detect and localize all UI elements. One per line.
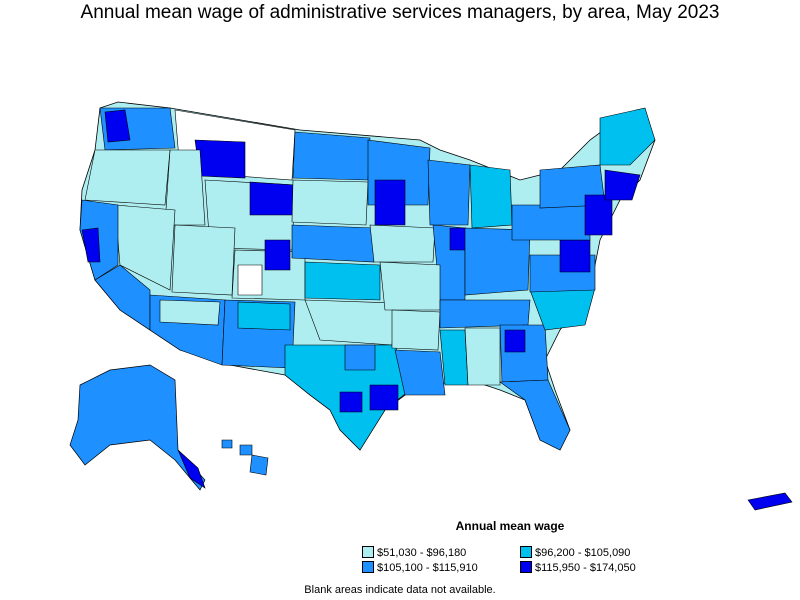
legend-item-tier4: $115,950 - $174,050 <box>520 561 636 575</box>
region-wisconsin[interactable] <box>427 159 471 226</box>
region-missouri[interactable] <box>379 261 441 311</box>
region-arizona-north[interactable] <box>159 299 221 326</box>
region-nebraska[interactable] <box>291 224 376 263</box>
region-alabama[interactable] <box>464 327 501 386</box>
region-south-dakota[interactable] <box>291 179 369 226</box>
region-dc-metro[interactable] <box>559 239 591 273</box>
region-atlanta[interactable] <box>504 329 526 353</box>
region-iowa[interactable] <box>369 224 436 263</box>
legend-item-tier1: $51,030 - $96,180 <box>362 546 466 560</box>
legend-swatch-tier2 <box>520 546 532 558</box>
legend-label-tier4: $115,950 - $174,050 <box>535 562 636 574</box>
legend-swatch-tier3 <box>362 561 374 573</box>
region-nevada[interactable] <box>114 204 176 291</box>
legend-title: Annual mean wage <box>455 519 565 533</box>
legend-item-tier2: $96,200 - $105,090 <box>520 546 630 560</box>
data-note: Blank areas indicate data not available. <box>304 584 496 596</box>
region-puerto-rico[interactable] <box>747 492 793 511</box>
legend-label-tier1: $51,030 - $96,180 <box>377 547 467 559</box>
legend-swatch-tier4 <box>520 561 532 573</box>
region-utah[interactable] <box>171 224 236 296</box>
legend-label-tier3: $105,100 - $115,910 <box>377 562 478 574</box>
region-idaho[interactable] <box>164 149 206 226</box>
region-nyc-metro[interactable] <box>584 194 613 236</box>
region-chicago[interactable] <box>449 227 467 251</box>
region-oregon[interactable] <box>84 149 171 206</box>
map-title: Annual mean wage of administrative servi… <box>80 2 720 23</box>
region-indiana-ohio[interactable] <box>464 227 531 296</box>
region-new-england-north[interactable] <box>599 107 656 166</box>
region-austin[interactable] <box>339 391 363 413</box>
region-pennsylvania[interactable] <box>511 204 591 241</box>
region-michigan[interactable] <box>469 164 513 229</box>
region-bay-area[interactable] <box>81 227 101 263</box>
region-louisiana[interactable] <box>394 349 446 396</box>
region-denver[interactable] <box>264 239 291 271</box>
region-wyoming-north[interactable] <box>249 181 296 216</box>
region-north-dakota[interactable] <box>292 131 371 181</box>
region-minneapolis[interactable] <box>374 179 406 226</box>
region-hawaii-maui[interactable] <box>239 444 253 456</box>
region-boston[interactable] <box>604 169 641 201</box>
region-florida[interactable] <box>499 379 571 451</box>
region-hawaii-big-island[interactable] <box>249 454 269 476</box>
region-kansas[interactable] <box>304 261 381 301</box>
region-western-montana[interactable] <box>194 139 246 179</box>
legend-swatch-tier1 <box>362 546 374 558</box>
region-new-mexico-north[interactable] <box>237 301 291 331</box>
legend-item-tier3: $105,100 - $115,910 <box>362 561 478 575</box>
region-hawaii-oahu[interactable] <box>221 439 233 449</box>
region-arkansas[interactable] <box>391 309 441 351</box>
region-tennessee[interactable] <box>439 299 531 329</box>
region-colorado-blank[interactable] <box>237 264 263 296</box>
region-houston[interactable] <box>369 384 399 411</box>
region-alaska[interactable] <box>69 364 206 491</box>
legend-label-tier2: $96,200 - $105,090 <box>535 547 631 559</box>
region-seattle[interactable] <box>104 109 131 143</box>
region-mississippi[interactable] <box>439 329 469 386</box>
region-alaska-southeast[interactable] <box>177 449 206 489</box>
region-dallas[interactable] <box>344 344 376 371</box>
